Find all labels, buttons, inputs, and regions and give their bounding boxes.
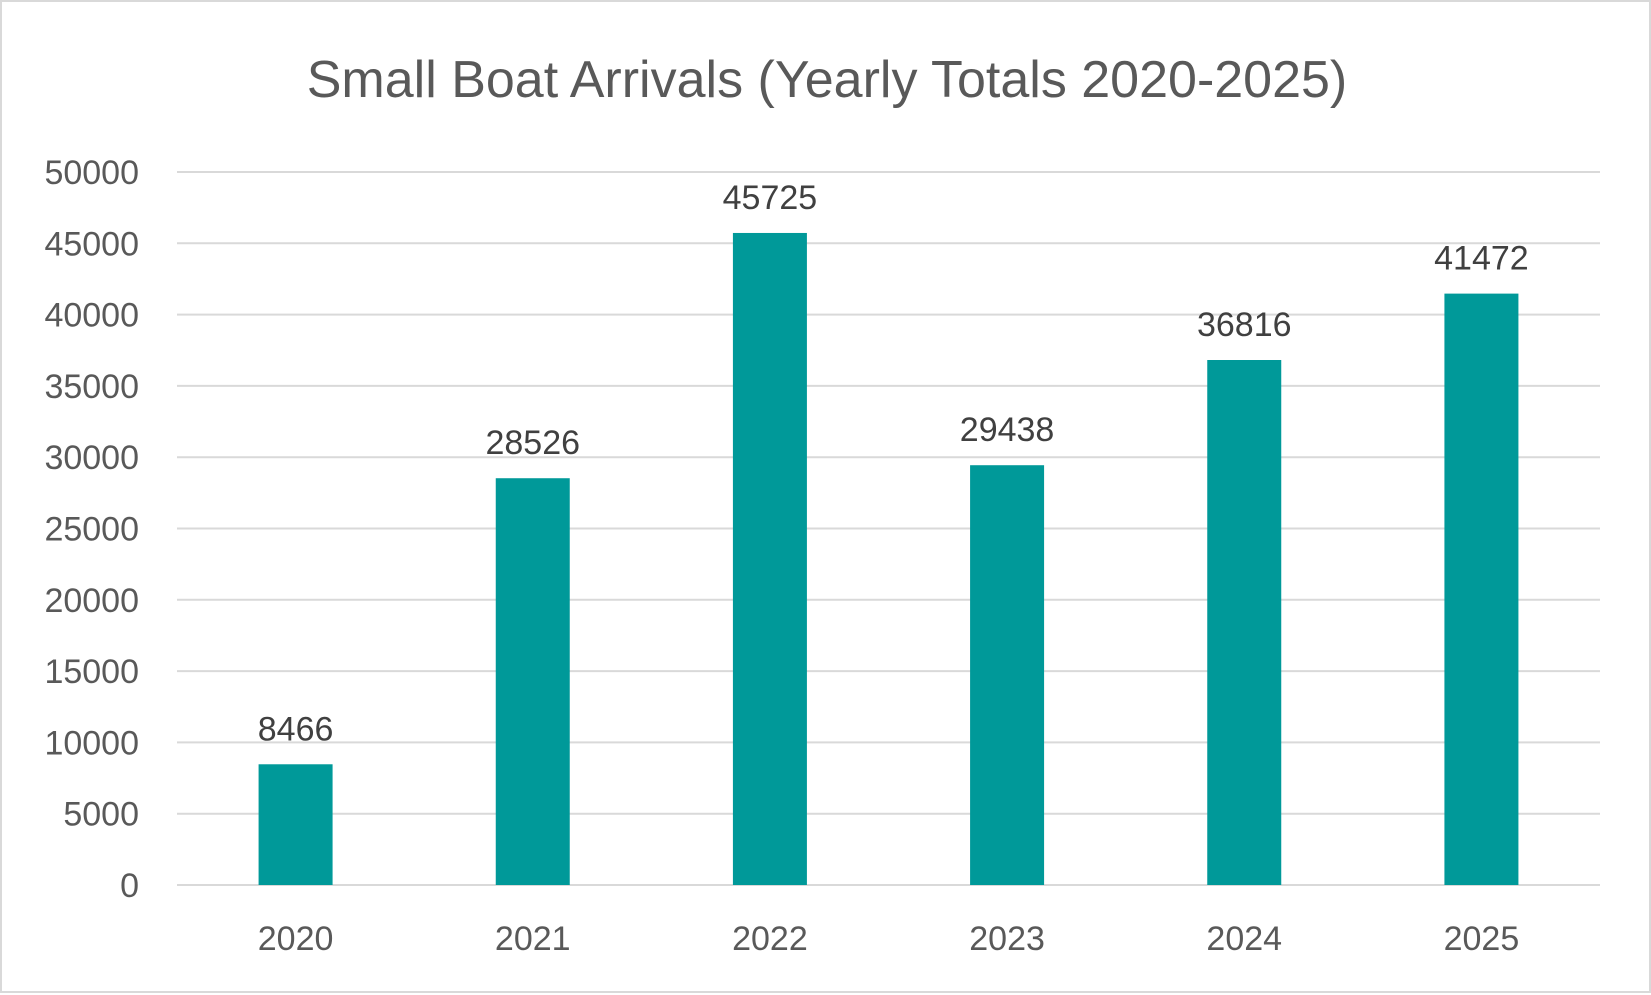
bar-2023 (970, 465, 1045, 885)
bar-2024 (1207, 360, 1282, 885)
data-label-2020: 8466 (258, 710, 334, 748)
bar-2021 (495, 478, 570, 885)
x-axis-tick-labels: 2020 2021 2022 2023 2024 2025 (258, 920, 1519, 958)
y-tick-label: 30000 (44, 439, 139, 477)
y-tick-label: 40000 (44, 297, 139, 335)
y-tick-label: 50000 (44, 154, 139, 192)
gridlines (177, 171, 1600, 886)
x-tick-label-2021: 2021 (495, 920, 571, 958)
data-label-2023: 29438 (960, 411, 1055, 449)
data-label-2024: 36816 (1197, 306, 1292, 344)
x-tick-label-2025: 2025 (1444, 920, 1520, 958)
y-tick-label: 20000 (44, 582, 139, 620)
bar-2025 (1444, 293, 1519, 886)
data-label-2022: 45725 (723, 179, 818, 217)
bar-2022 (732, 232, 807, 886)
y-tick-label: 5000 (63, 796, 139, 834)
y-tick-label: 35000 (44, 368, 139, 406)
y-tick-label: 25000 (44, 511, 139, 549)
x-tick-label-2023: 2023 (969, 920, 1045, 958)
chart-title: Small Boat Arrivals (Yearly Totals 2020-… (307, 51, 1348, 109)
y-tick-label: 15000 (44, 653, 139, 691)
x-tick-label-2020: 2020 (258, 920, 334, 958)
data-label-2021: 28526 (485, 424, 580, 462)
bars (258, 232, 1519, 886)
data-labels: 8466 28526 45725 29438 36816 41472 (258, 179, 1529, 748)
y-tick-label: 0 (120, 867, 139, 905)
data-label-2025: 41472 (1434, 240, 1529, 278)
x-tick-label-2022: 2022 (732, 920, 808, 958)
x-tick-label-2024: 2024 (1206, 920, 1282, 958)
y-tick-label: 10000 (44, 724, 139, 762)
y-tick-label: 45000 (44, 225, 139, 263)
y-axis-tick-labels: 0 5000 10000 15000 20000 25000 30000 35000 40000… (44, 154, 139, 905)
bar-2020 (258, 764, 333, 885)
